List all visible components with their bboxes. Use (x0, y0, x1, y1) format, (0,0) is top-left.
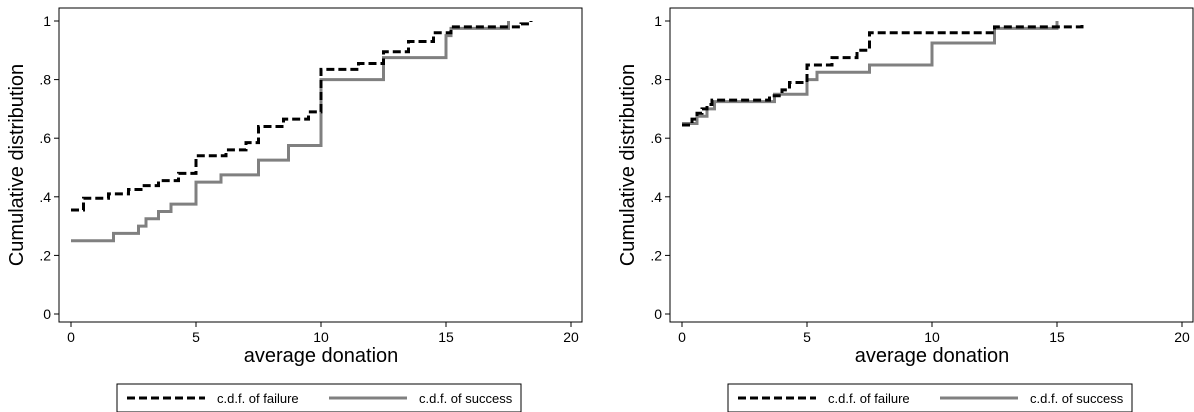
x-tick-label: 20 (563, 329, 579, 345)
legend-label-failure: c.d.f. of failure (217, 391, 299, 406)
y-tick-label: 0 (43, 306, 51, 322)
y-axis-title: Cumulative distribution (6, 64, 28, 266)
series-line-failure (682, 21, 1084, 127)
y-axis-title: Cumulative distribution (617, 64, 639, 266)
y-tick-label: 0 (654, 306, 662, 322)
x-tick-label: 15 (1049, 329, 1065, 345)
x-tick-label: 0 (678, 329, 686, 345)
legend-box (116, 383, 522, 412)
x-tick-label: 15 (438, 329, 454, 345)
x-tick-label: 0 (67, 329, 75, 345)
x-axis-title: average donation (244, 345, 399, 367)
y-tick-label: .6 (650, 130, 662, 146)
x-tick-label: 20 (1174, 329, 1190, 345)
y-tick-label: .4 (39, 189, 51, 205)
plot-frame (58, 7, 583, 323)
x-axis-title: average donation (855, 345, 1010, 367)
y-tick-label: 1 (43, 13, 51, 29)
series-line-failure (71, 21, 533, 212)
x-tick-label: 5 (192, 329, 200, 345)
series-line-success (71, 21, 510, 243)
legend-box (727, 383, 1133, 412)
y-tick-label: .4 (650, 189, 662, 205)
legend-label-success: c.d.f. of success (1030, 391, 1124, 406)
y-tick-label: .6 (39, 130, 51, 146)
y-tick-label: .8 (650, 72, 662, 88)
y-tick-label: .2 (39, 247, 51, 263)
legend-label-failure: c.d.f. of failure (828, 391, 910, 406)
x-tick-label: 5 (803, 329, 811, 345)
legend-label-success: c.d.f. of success (419, 391, 513, 406)
y-tick-label: .2 (650, 247, 662, 263)
x-tick-label: 10 (924, 329, 940, 345)
x-tick-label: 10 (313, 329, 329, 345)
y-tick-label: .8 (39, 72, 51, 88)
y-tick-label: 1 (654, 13, 662, 29)
